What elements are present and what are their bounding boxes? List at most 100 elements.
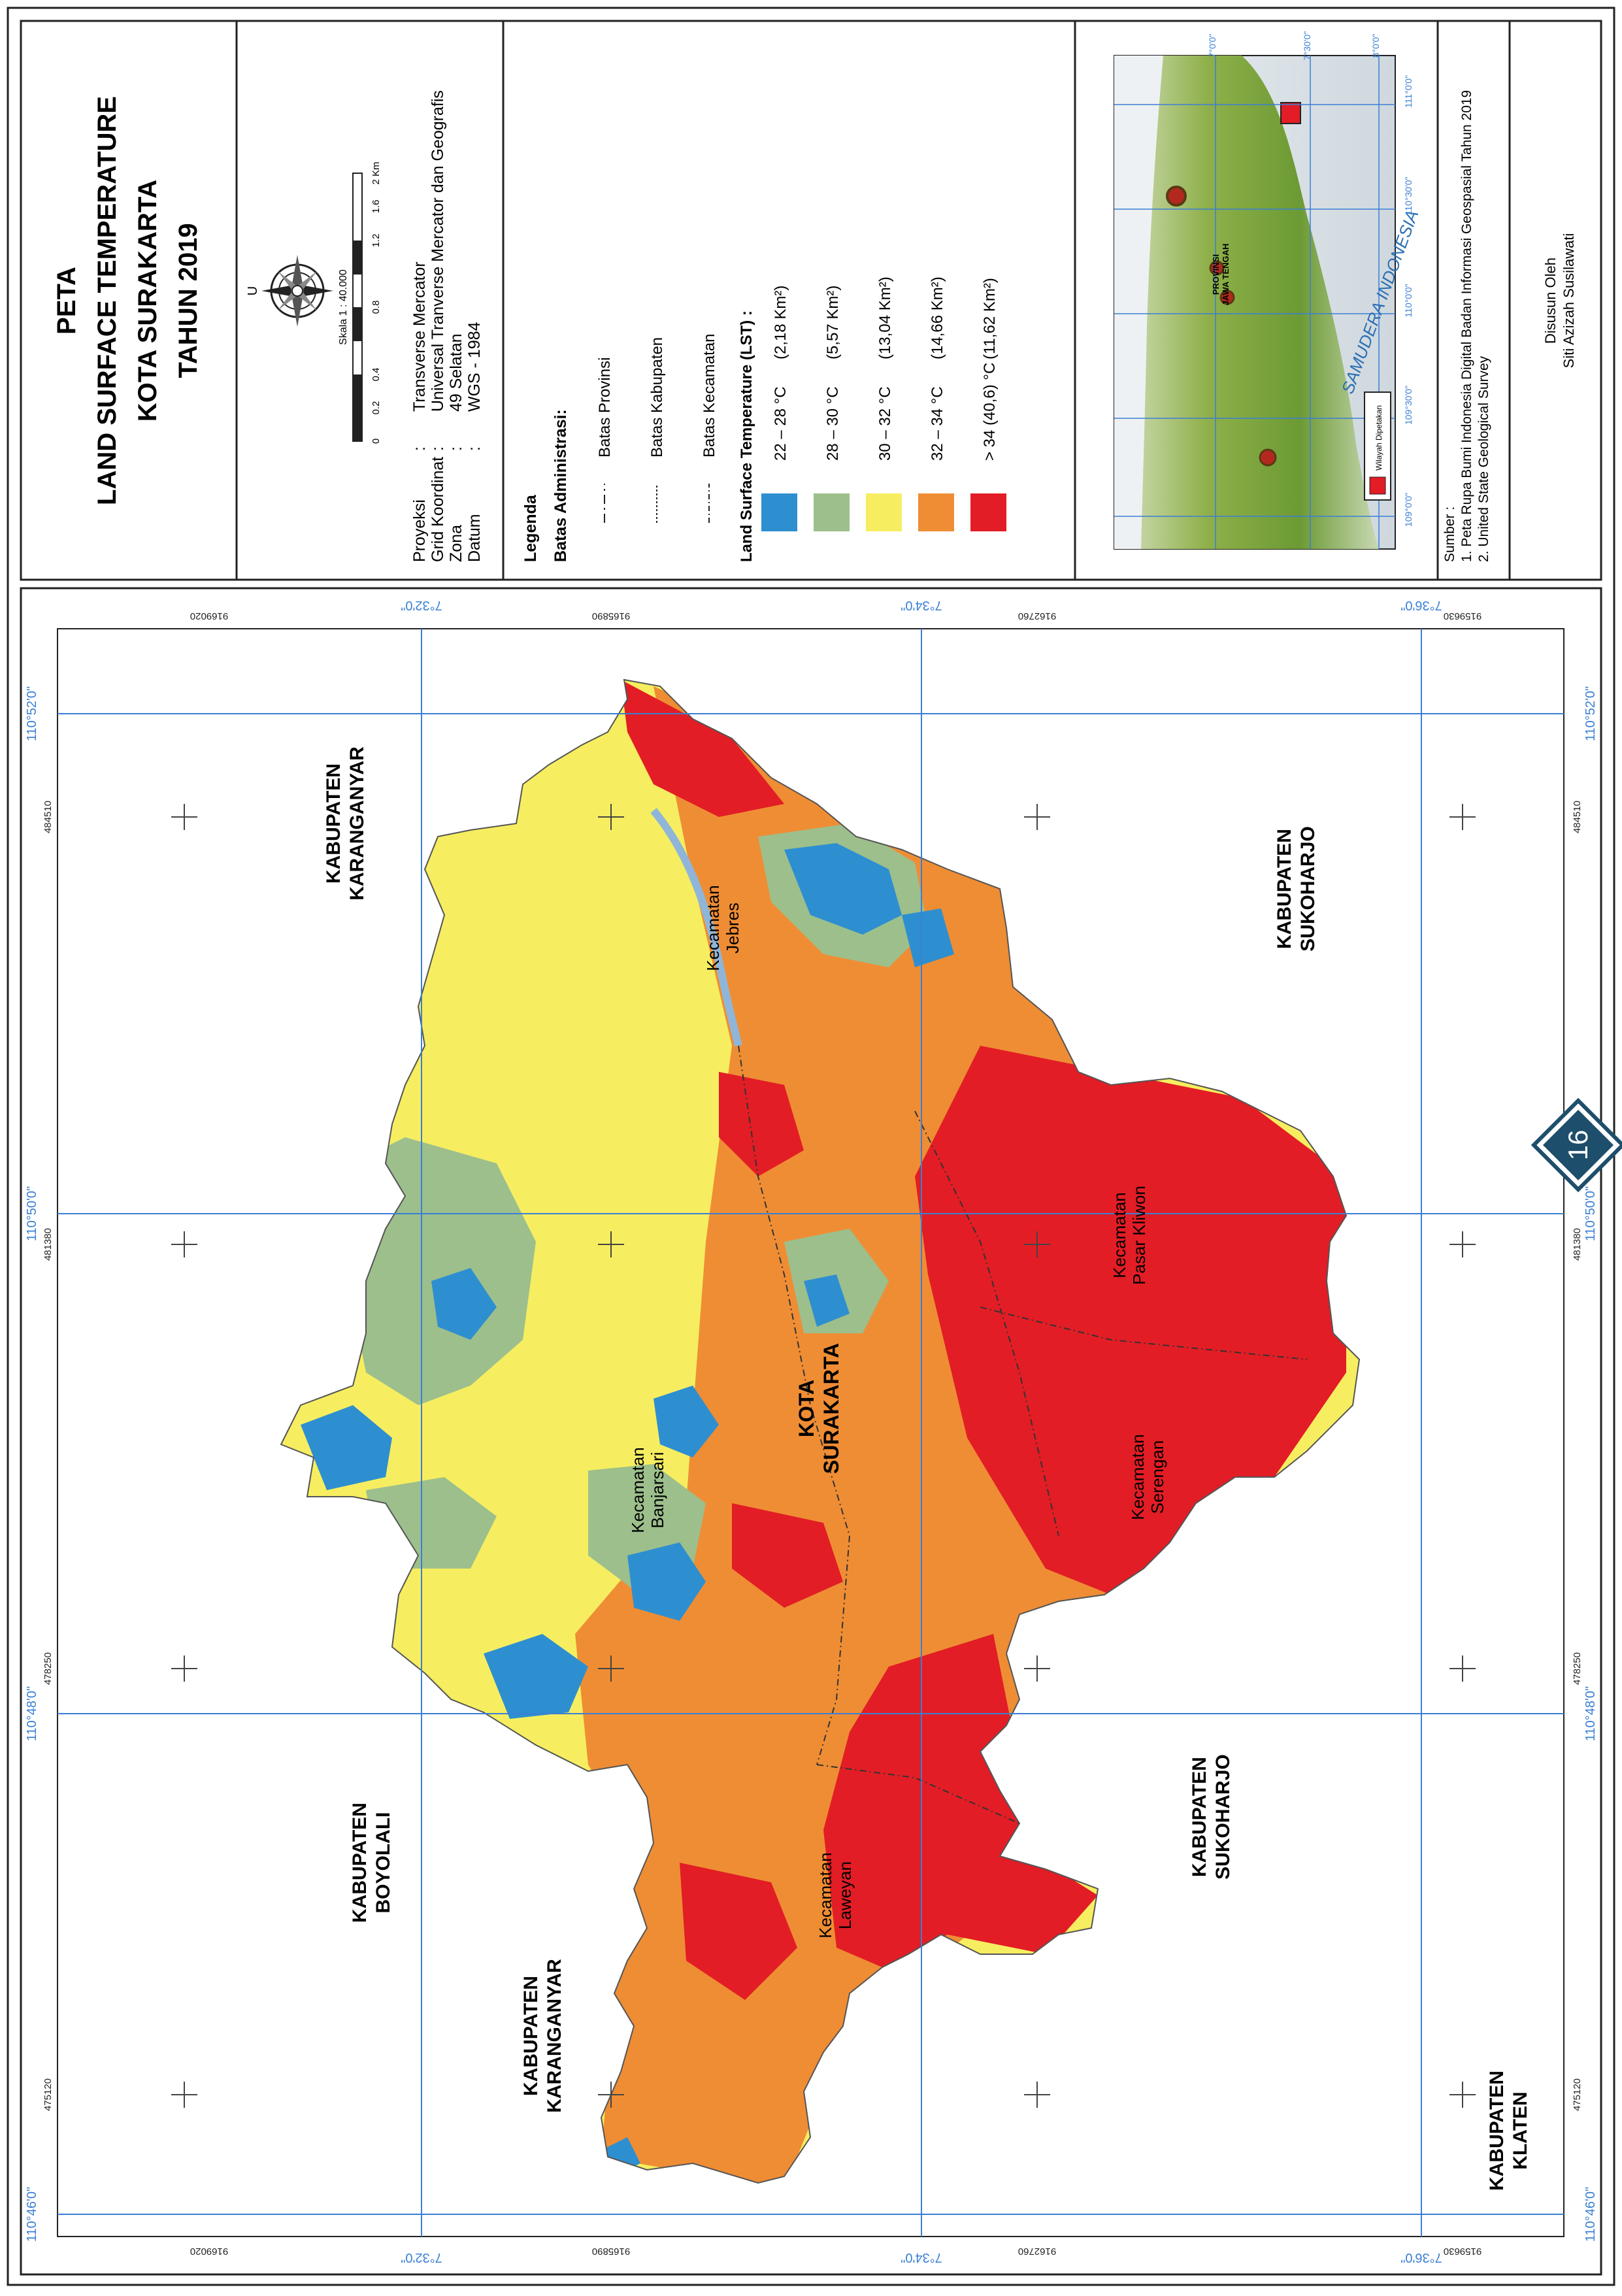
svg-text:Banjarsari: Banjarsari [648,1452,667,1528]
easting-label: 475120 [1572,2078,1583,2111]
legend-lst-class: 28 – 30 °C (5,57 Km²) [814,286,850,531]
projection-value: WGS - 1984 [465,322,484,412]
kecamatan-boundary [914,1110,1059,1537]
easting-label: 475120 [42,2078,54,2111]
utm-ticks [171,804,1476,2108]
inset-study-area [1280,102,1301,124]
legend-admin-item: Batas Kabupaten [648,337,666,458]
inset-province-label: JAWA TENGAH [1221,244,1231,306]
lon-label: 110°52'0" [25,686,39,741]
legend-class-label: > 34 (40,6) °C [981,363,999,461]
inset-key [1364,391,1391,501]
svg-text:KABUPATEN: KABUPATEN [1274,829,1295,949]
info-panel: PETA LAND SURFACE TEMPERATURE KOTA SURAK… [20,20,1602,581]
svg-text:KABUPATEN: KABUPATEN [520,1976,542,2096]
kecamatan-labels: Kecamatan Jebres Kecamatan Pasar Kliwon … [628,885,1167,1938]
svg-text:Kecamatan: Kecamatan [1128,1434,1148,1520]
kecamatan-label: Kecamatan Laweyan [816,1852,855,1938]
region-label: KABUPATEN KLATEN [1486,2071,1531,2191]
easting-label: 484510 [1572,801,1583,833]
legend-title: Legenda [521,494,540,562]
svg-text:SURAKARTA: SURAKARTA [819,1343,843,1474]
lon-label: 110°48'0" [25,1686,39,1741]
svg-text:Kecamatan: Kecamatan [1110,1192,1129,1278]
scale-tick: 0 [371,439,382,444]
northing-label: 9162760 [1018,2246,1056,2257]
legend-class-area: (11,62 Km²) [981,278,999,359]
svg-text:KOTA: KOTA [795,1380,818,1437]
title-line-3: KOTA SURAKARTA [133,180,162,422]
lon-label: 110°46'0" [25,2187,39,2242]
legend-class-area: (2,18 Km²) [772,286,789,359]
legend-lst-class: 32 – 34 °C (14,66 Km²) [918,276,954,531]
author-line-2: Siti Azizah Susilawati [1561,233,1577,369]
sources-title: Sumber : [1442,507,1457,562]
northing-label: 9165890 [592,2246,630,2257]
river [650,808,742,1047]
svg-text:Pasar Kliwon: Pasar Kliwon [1129,1186,1149,1285]
inset-map: SAMUDERA INDONESIA PROVINSI JAWA TENGAH … [1114,31,1422,550]
projection-key: Zona [447,525,465,562]
easting-label: 478250 [1572,1652,1583,1685]
inset-lon-label: 110°0'0" [1403,284,1414,317]
lat-label: 7°34'0" [901,598,942,612]
longitude-labels: 110°46'0" 110°48'0" 110°50'0" 110°52'0" … [25,686,1598,2242]
easting-label: 481380 [42,1228,54,1261]
svg-text:KABUPATEN: KABUPATEN [1486,2071,1508,2191]
inset-lat-label: 7°0'0" [1207,34,1217,58]
page-number: 16 [1563,1130,1593,1161]
inset-land [1114,56,1379,549]
title-line-1: PETA [52,267,81,335]
svg-text:KLATEN: KLATEN [1510,2091,1531,2169]
latitude-labels: 7°32'0" 7°34'0" 7°36'0" 7°32'0" 7°34'0" … [401,598,1442,2265]
easting-label: 481380 [1572,1228,1583,1261]
main-map: 110°46'0" 110°48'0" 110°50'0" 110°52'0" … [20,587,1602,2276]
kecamatan-label: Kecamatan Jebres [703,885,742,971]
inset-lon-label: 109°0'0" [1403,493,1414,527]
kecamatan-boundary [738,1045,851,1765]
projection-info: Proyeksi Grid Koordinat Zona Datum : : :… [410,90,484,562]
legend-swatch [970,493,1006,531]
legend-class-area: (14,66 Km²) [929,276,946,359]
scale-tick: 0.8 [371,301,382,314]
legend-class-label: 32 – 34 °C [929,386,946,461]
north-label: U [246,286,260,295]
legend-class-label: 30 – 32 °C [876,386,894,461]
lat-label: 7°36'0" [1400,598,1442,612]
legend-lst-class: > 34 (40,6) °C (11,62 Km²) [970,278,1006,531]
region-label: KABUPATEN SUKOHARJO [1189,1754,1234,1880]
svg-text:Jebres: Jebres [723,903,742,954]
title-line-2: LAND SURFACE TEMPERATURE [93,96,122,505]
author-line-1: Disusun Oleh [1542,258,1559,344]
page-number-badge: 16 [1531,1097,1622,1193]
northing-label: 9169020 [190,610,228,622]
inset-key-label: Wilayah Dipetakan [1374,405,1383,471]
inset-java-sea [1114,56,1163,549]
kecamatan-boundary [816,1764,1020,1824]
svg-text:KABUPATEN: KABUPATEN [349,1803,371,1923]
northing-label: 9165890 [592,610,630,622]
svg-text::: : [447,446,465,451]
legend-lst-class: 22 – 28 °C (2,18 Km²) [761,286,797,531]
region-label: KABUPATEN KARANGANYAR [520,1959,565,2113]
kecamatan-label: Kecamatan Pasar Kliwon [1110,1186,1149,1285]
svg-text::: : [410,446,429,451]
region-label: KABUPATEN KARANGANYAR [323,746,368,901]
svg-text::: : [465,446,484,451]
scale-bar: Skala 1 : 40.000 0 0.2 0.4 0.8 1.2 1.6 2… [338,161,382,444]
inset-lon-label: 109°30'0" [1403,386,1414,425]
projection-key: Proyeksi [410,499,429,562]
region-label: KABUPATEN SUKOHARJO [1274,826,1319,952]
inset-lon-label: 111°0'0" [1403,75,1414,108]
projection-value: Universal Tranverse Mercator dan Geograf… [429,90,447,412]
sources: Sumber : 1. Peta Rupa Bumi Indonesia Dig… [1442,90,1491,562]
legend-swatch [918,493,954,531]
legend-lst-title: Land Surface Temperature (LST) : [738,310,755,562]
svg-text::: : [429,446,447,451]
legend-class-area: (5,57 Km²) [824,286,842,359]
inset-lon-label: 110°30'0" [1403,177,1414,216]
legend-class-area: (13,04 Km²) [876,276,894,359]
easting-labels: 475120 478250 481380 484510 475120 47825… [42,801,1583,2111]
lon-label: 110°52'0" [1583,686,1598,741]
